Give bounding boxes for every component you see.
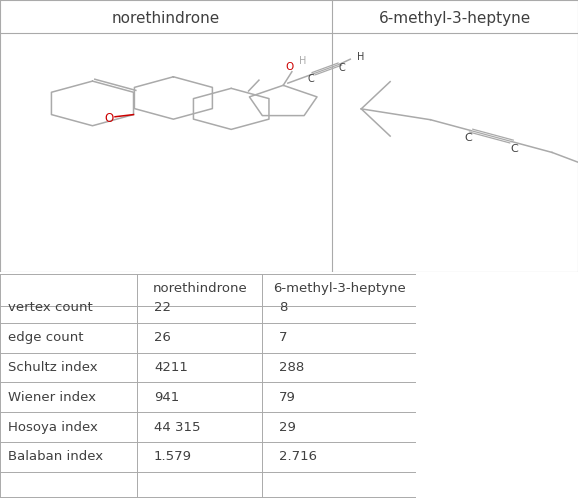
- Text: Wiener index: Wiener index: [8, 391, 97, 404]
- Text: Schultz index: Schultz index: [8, 361, 98, 374]
- Text: 941: 941: [154, 391, 179, 404]
- Text: 1.579: 1.579: [154, 451, 192, 464]
- Text: O: O: [285, 62, 293, 72]
- Text: 29: 29: [279, 421, 296, 433]
- Text: 6-methyl-3-heptyne: 6-methyl-3-heptyne: [273, 282, 406, 295]
- Text: Hosoya index: Hosoya index: [8, 421, 98, 433]
- Text: norethindrone: norethindrone: [112, 11, 220, 26]
- Text: C: C: [510, 144, 518, 154]
- Text: Balaban index: Balaban index: [8, 451, 103, 464]
- Text: C: C: [464, 133, 472, 143]
- Text: 26: 26: [154, 331, 171, 344]
- Text: 2.716: 2.716: [279, 451, 317, 464]
- Text: 6-methyl-3-heptyne: 6-methyl-3-heptyne: [379, 11, 531, 26]
- Text: O: O: [105, 112, 114, 125]
- Text: vertex count: vertex count: [8, 301, 93, 314]
- Text: 288: 288: [279, 361, 304, 374]
- Text: C: C: [307, 74, 314, 84]
- Text: edge count: edge count: [8, 331, 84, 344]
- Text: H: H: [299, 56, 306, 67]
- Text: 79: 79: [279, 391, 296, 404]
- Text: 4211: 4211: [154, 361, 188, 374]
- Text: H: H: [357, 52, 364, 62]
- Text: C: C: [338, 63, 345, 73]
- Text: 8: 8: [279, 301, 287, 314]
- Text: 7: 7: [279, 331, 287, 344]
- Text: 22: 22: [154, 301, 171, 314]
- Text: norethindrone: norethindrone: [153, 282, 247, 295]
- Text: 44 315: 44 315: [154, 421, 201, 433]
